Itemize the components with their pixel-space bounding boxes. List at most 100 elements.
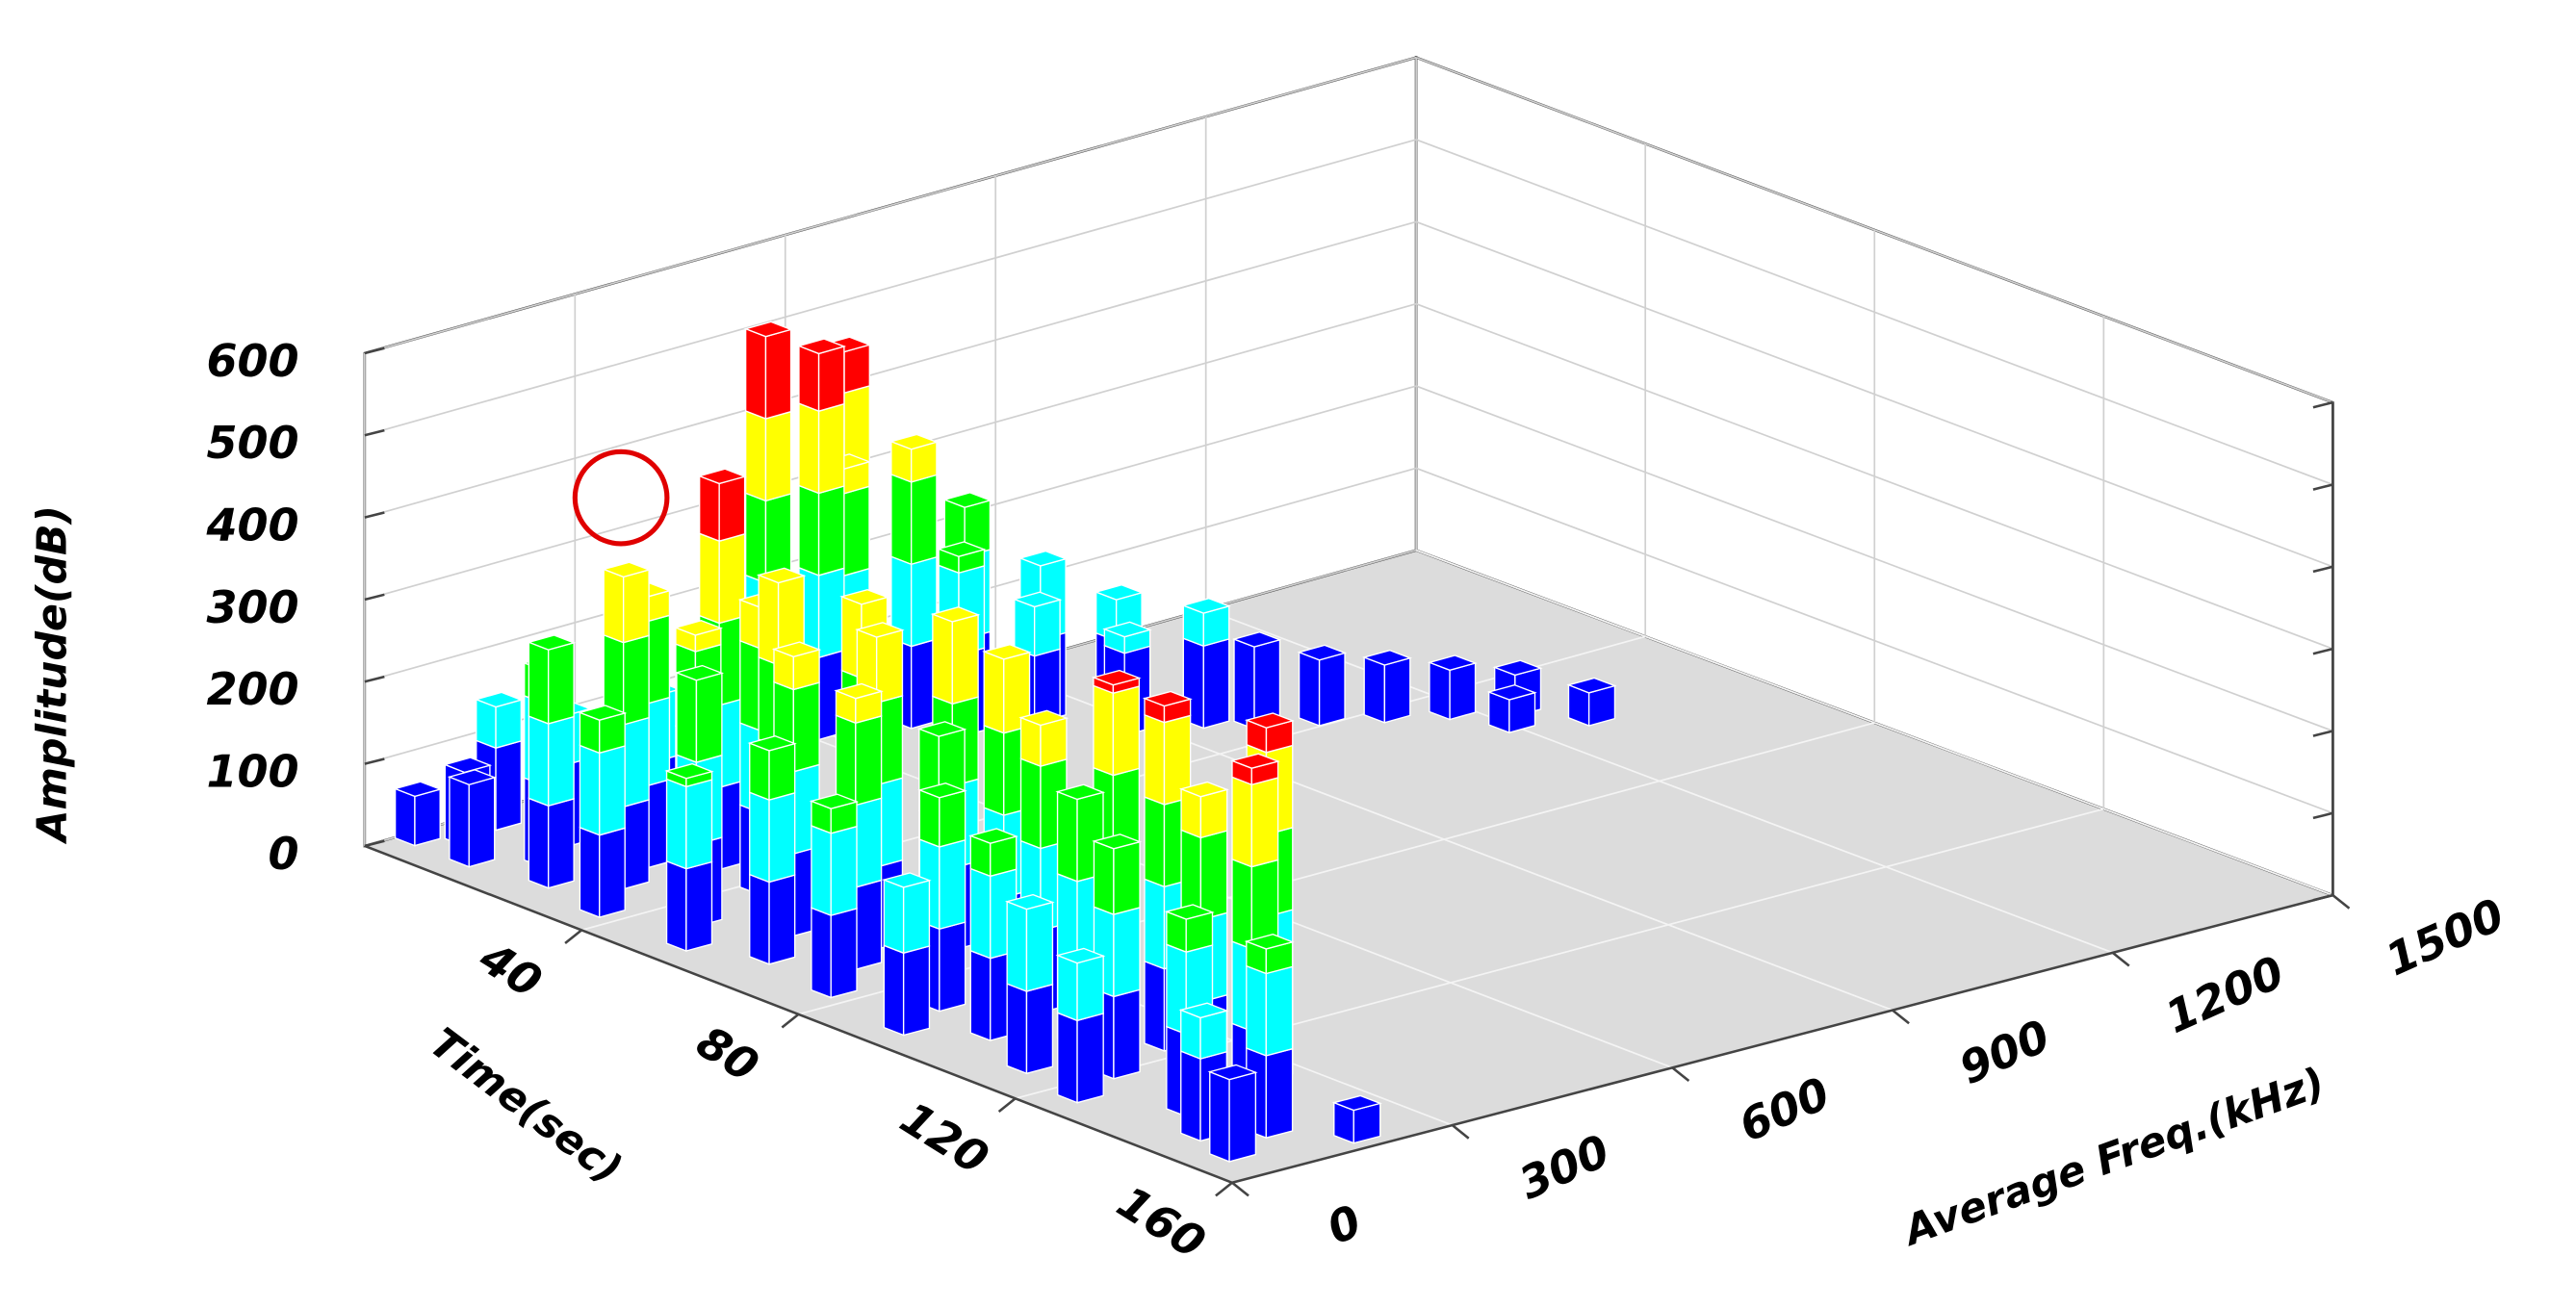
bar-top [1102,621,1152,638]
bar-face [622,569,650,644]
bar-face [768,874,796,965]
bar-face [1180,787,1202,839]
bar-face [835,714,857,807]
bar-face [665,778,687,870]
bar-face [1429,661,1451,721]
bar-face [855,879,883,971]
y-tick-label: 1500 [2378,888,2512,986]
bar-top [889,433,940,450]
bar-face [622,634,650,726]
bar-top [393,781,443,798]
tick-mark [564,929,582,945]
tick-mark [1892,1009,1910,1025]
bar-top [1178,1002,1229,1019]
tick-mark [2312,811,2333,820]
bar-face [468,776,496,868]
bar-top [443,757,493,774]
tick-mark [2312,647,2333,655]
bar-top [1094,584,1145,601]
z-tick-label: 0 [269,828,299,880]
bar-face [1056,872,1078,965]
bar-face [1076,1013,1104,1104]
tick-mark [2312,565,2333,574]
z-axis-title: Amplitude(dB) [28,505,76,845]
bar-top [1566,677,1617,694]
y-tick-label: 1200 [2158,946,2292,1043]
bar-face [1093,839,1115,916]
bar-face [749,742,770,802]
bar-top [1164,904,1215,920]
bar-face [939,789,966,848]
bar-face [1076,955,1104,1022]
bar-top [664,762,714,780]
bar-face [890,473,913,566]
tick-mark [2111,951,2130,967]
bar-top [1012,591,1063,608]
bar-face [699,474,720,543]
bar-top [916,721,967,737]
bar-face [1113,840,1141,915]
bar-face [476,698,497,750]
bar-face [843,485,870,577]
bar-face [811,907,832,999]
bar-face [1057,1012,1078,1104]
z-tick-label: 400 [205,499,298,551]
bar-face [1250,777,1279,868]
bar-face [817,567,845,659]
bar-face [939,921,966,1013]
bar-face [798,402,820,495]
grid-line [364,56,1417,354]
tick-mark [1215,1181,1233,1197]
bar-face [579,826,601,918]
x-axis-title: Time(sec) [421,1018,631,1193]
bars [393,321,1617,1163]
bar-face [1209,1070,1230,1163]
bar-top [834,682,884,700]
bar-face [1298,651,1321,727]
grid-line [364,220,1417,519]
bar-face [764,410,792,502]
bar-face [394,787,416,847]
bar-face [1180,1009,1201,1061]
tick-mark [2331,894,2351,910]
bar-top [1142,690,1193,707]
bar-face [665,859,687,952]
y-tick-label: 900 [1952,1010,2058,1094]
bar-face [883,944,905,1037]
bar-face [798,345,820,413]
bar-face [902,945,931,1037]
tick-mark [364,346,385,355]
bar-top [809,793,860,809]
bar-face [1144,960,1166,1052]
bar-face [830,825,858,916]
bar-face [414,788,441,847]
bar-face [811,824,832,917]
tick-mark [364,428,385,437]
tick-mark [1671,1066,1690,1082]
bar-face [449,776,470,868]
bar-top [1091,669,1142,686]
bar-top [1055,947,1106,964]
bar-face [718,475,746,543]
bar-face [1265,965,1294,1057]
bar-face [699,532,720,625]
bar-face [1113,988,1141,1080]
z-tick-label: 100 [206,745,298,797]
tick-mark [364,675,385,683]
bar-face [685,860,713,952]
bar-face [744,410,767,502]
bar-top [1055,783,1106,801]
bar-face [579,744,601,836]
tick-mark [2312,893,2333,902]
bar-face [676,671,698,764]
bar-face [1112,685,1141,777]
bar-face [855,797,883,888]
bar-face [798,484,820,577]
bar-top [796,338,847,355]
bar-top [968,828,1018,844]
bar-top [839,588,889,605]
bar-face [1144,796,1166,888]
bar-face [622,716,650,808]
bar-top [930,606,981,623]
bar-face [764,328,792,420]
